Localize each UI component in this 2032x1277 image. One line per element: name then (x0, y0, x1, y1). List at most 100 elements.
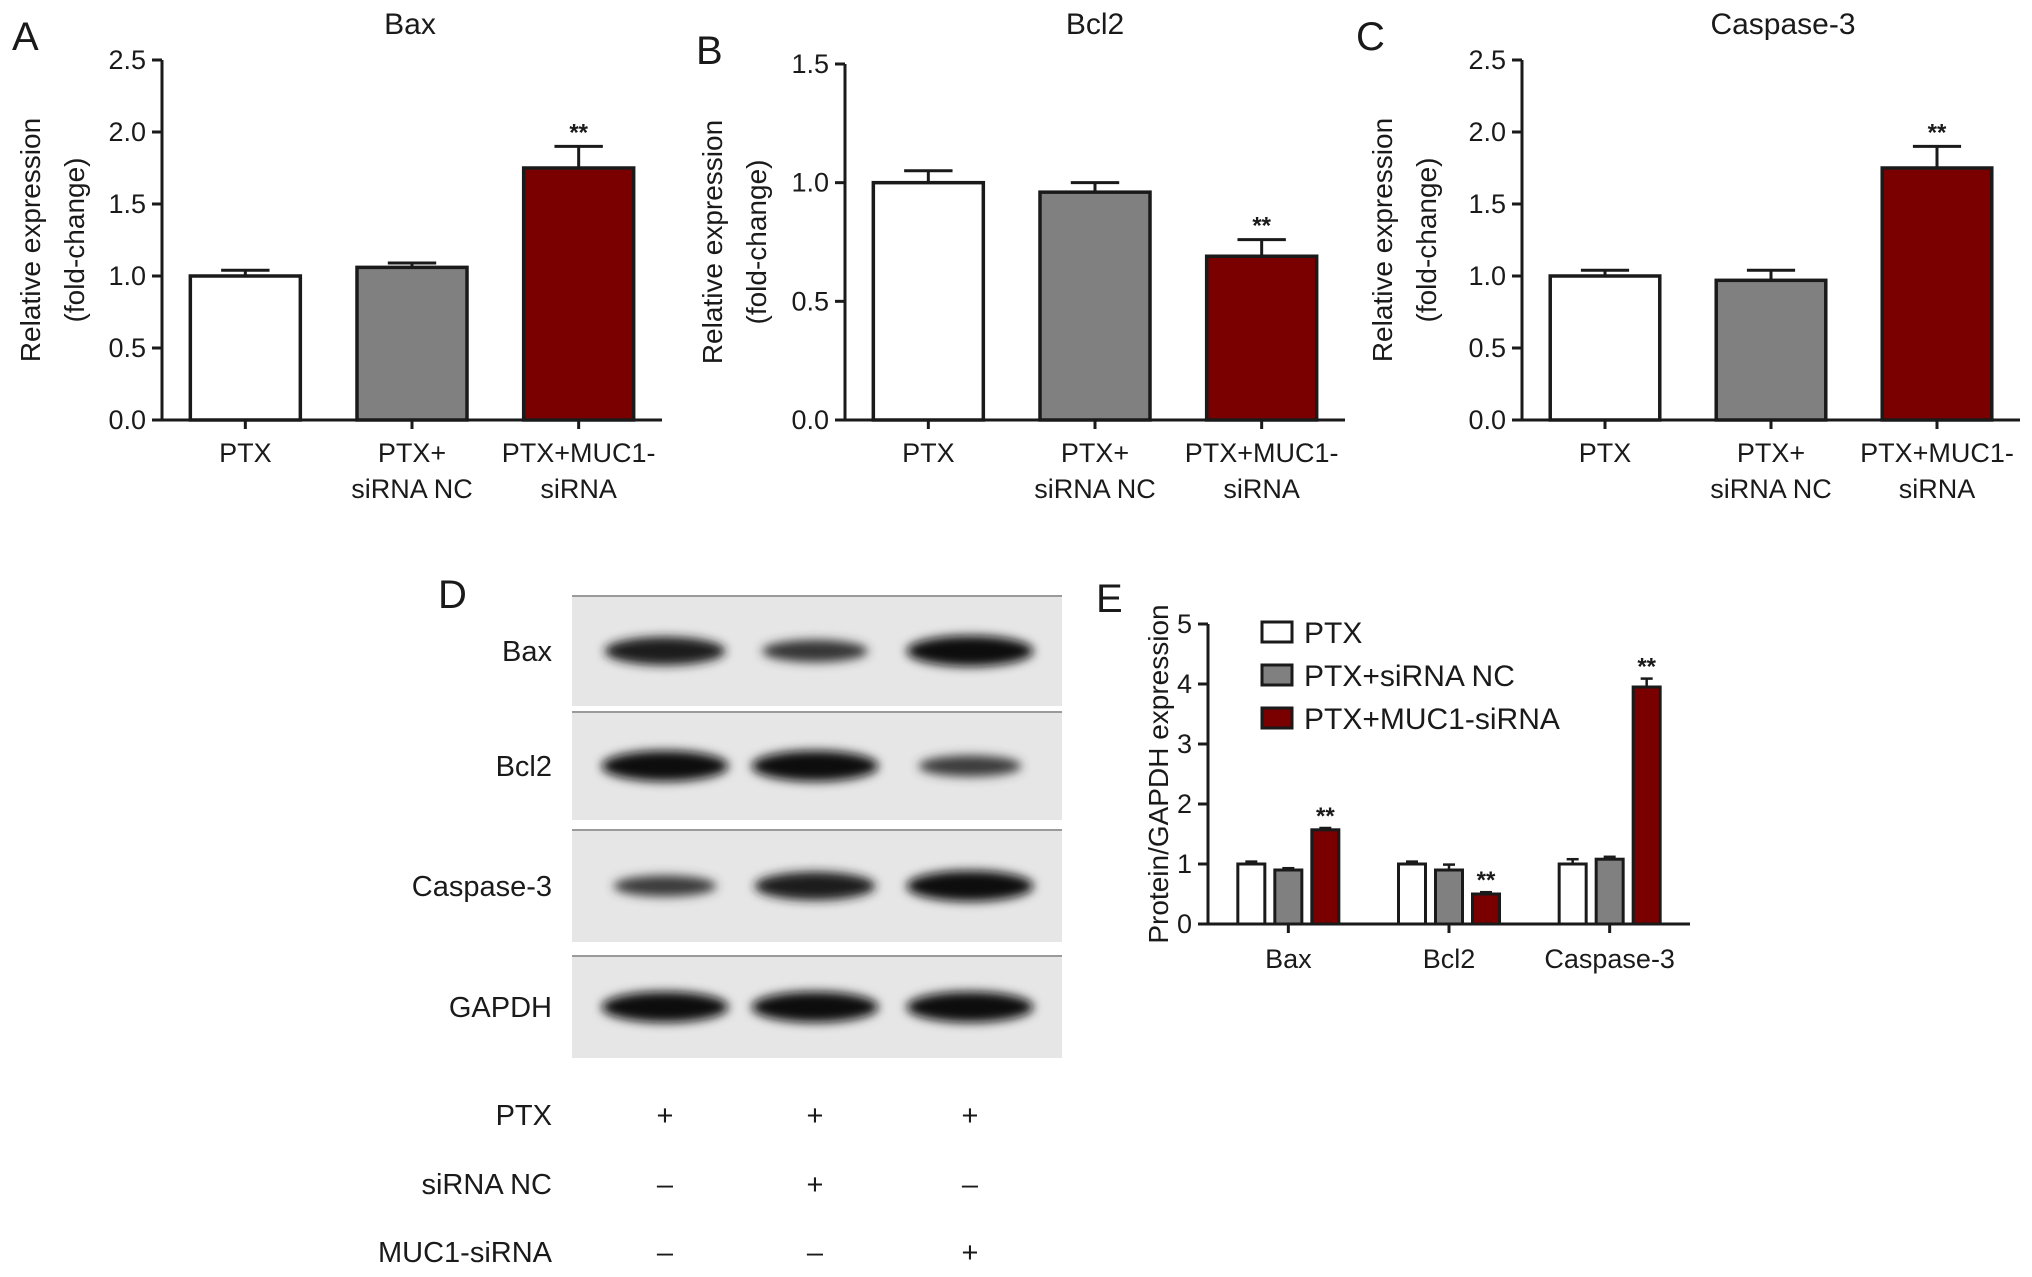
condition-mark: + (807, 1169, 824, 1201)
category-label: PTX (1579, 438, 1632, 468)
bar (355, 265, 469, 422)
y-tick-label: 2.5 (108, 45, 146, 75)
condition-mark: + (657, 1100, 674, 1132)
panel-b-chart: B Bcl2 Relative expression (fold-change) 0.… (696, 8, 1345, 504)
blot-band (613, 875, 717, 897)
y-tick-label: 3 (1177, 729, 1192, 759)
category-label: Caspase-3 (1544, 944, 1675, 974)
significance-label: ** (1477, 867, 1496, 894)
category-label: PTX+MUC1- (1185, 438, 1339, 468)
condition-label: PTX (496, 1100, 552, 1132)
y-tick-label: 1.5 (1468, 189, 1506, 219)
panel-letter: E (1096, 577, 1123, 621)
panel-d-western-blot: D Bax Bcl2 Caspase-3 GAPDH PTX + + + siRNA NC – + –… (378, 573, 1062, 1269)
bar (1310, 828, 1341, 926)
bar (1714, 278, 1828, 422)
y-tick-label: 2.0 (108, 117, 146, 147)
significance-label: ** (1928, 119, 1947, 146)
y-tick-label: 1.5 (791, 49, 829, 79)
blot-band (604, 636, 726, 666)
y-axis-label: Relative expression (697, 120, 728, 364)
blot-band-label: Bax (502, 636, 552, 668)
y-axis-label: (fold-change) (59, 158, 90, 323)
bar (1236, 862, 1267, 926)
y-tick-label: 4 (1177, 669, 1192, 699)
blot-band-label: Caspase-3 (412, 871, 552, 903)
chart-title: Caspase-3 (1710, 8, 1855, 41)
y-axis-label: (fold-change) (741, 160, 772, 325)
significance-label: ** (1252, 213, 1271, 240)
panel-letter: B (696, 29, 723, 73)
legend-swatch (1260, 663, 1294, 687)
bar (1880, 166, 1994, 422)
bar (1273, 868, 1304, 926)
category-label: PTX+ (378, 438, 446, 468)
condition-label: MUC1-siRNA (378, 1237, 553, 1269)
y-tick-label: 0.0 (1468, 405, 1506, 435)
bar (1038, 190, 1152, 422)
y-axis-label: Relative expression (15, 118, 46, 362)
y-axis-label: Relative expression (1367, 118, 1398, 362)
category-label: siRNA NC (1034, 474, 1156, 504)
panel-letter: A (12, 15, 39, 59)
y-tick-label: 0 (1177, 909, 1192, 939)
panel-letter: D (438, 573, 467, 617)
bar (188, 274, 303, 422)
blot-band-label: Bcl2 (496, 751, 552, 783)
y-tick-label: 0.0 (791, 405, 829, 435)
condition-mark: – (807, 1237, 824, 1269)
condition-mark: – (962, 1169, 979, 1201)
y-tick-label: 0.5 (108, 333, 146, 363)
category-label: Bax (1265, 944, 1312, 974)
condition-mark: – (657, 1237, 674, 1269)
bar (1557, 862, 1588, 926)
significance-label: ** (1637, 654, 1656, 681)
bar (871, 180, 986, 422)
chart-title: Bcl2 (1066, 8, 1124, 41)
category-label: PTX+ (1061, 438, 1129, 468)
y-tick-label: 2.5 (1468, 45, 1506, 75)
category-label: Bcl2 (1423, 944, 1476, 974)
condition-mark: + (962, 1100, 979, 1132)
legend-swatch (1260, 620, 1294, 644)
blot-band (906, 870, 1034, 902)
category-label: PTX+MUC1- (1860, 438, 2014, 468)
bar (1594, 857, 1625, 926)
blot-band (906, 635, 1034, 667)
y-tick-label: 2 (1177, 789, 1192, 819)
y-tick-label: 1 (1177, 849, 1192, 879)
y-tick-label: 5 (1177, 609, 1192, 639)
bar (1204, 254, 1319, 422)
legend-label: PTX (1304, 617, 1362, 650)
blot-band (762, 639, 868, 663)
bar (1631, 685, 1662, 926)
blot-band-label: GAPDH (449, 992, 552, 1024)
category-label: siRNA (1223, 474, 1300, 504)
panel-a-chart: A Bax Relative expression (fold-change) 0.0… (12, 8, 662, 504)
condition-mark: + (962, 1237, 979, 1269)
blot-band (754, 871, 876, 901)
blot-band (918, 755, 1022, 777)
y-tick-label: 0.5 (1468, 333, 1506, 363)
category-label: siRNA (540, 474, 617, 504)
legend-label: PTX+MUC1-siRNA (1304, 703, 1560, 736)
condition-mark: + (807, 1100, 824, 1132)
blot-band (751, 991, 879, 1023)
panel-letter: C (1356, 15, 1385, 59)
significance-label: ** (1316, 803, 1335, 830)
chart-title: Bax (384, 8, 436, 41)
blot-band (601, 750, 729, 782)
bar (521, 166, 636, 422)
panel-c-chart: C Caspase-3 Relative expression (fold-chan… (1356, 8, 2020, 504)
category-label: siRNA NC (1710, 474, 1832, 504)
y-tick-label: 2.0 (1468, 117, 1506, 147)
category-label: PTX+ (1737, 438, 1805, 468)
panel-e-chart: E Protein/GAPDH expression 0 1 2 3 4 5 ** Bax ** B… (1096, 577, 1690, 974)
y-tick-label: 1.0 (108, 261, 146, 291)
legend-label: PTX+siRNA NC (1304, 660, 1515, 693)
legend-swatch (1260, 706, 1294, 730)
y-tick-label: 0.5 (791, 286, 829, 316)
category-label: siRNA (1899, 474, 1976, 504)
bar (1397, 862, 1427, 926)
